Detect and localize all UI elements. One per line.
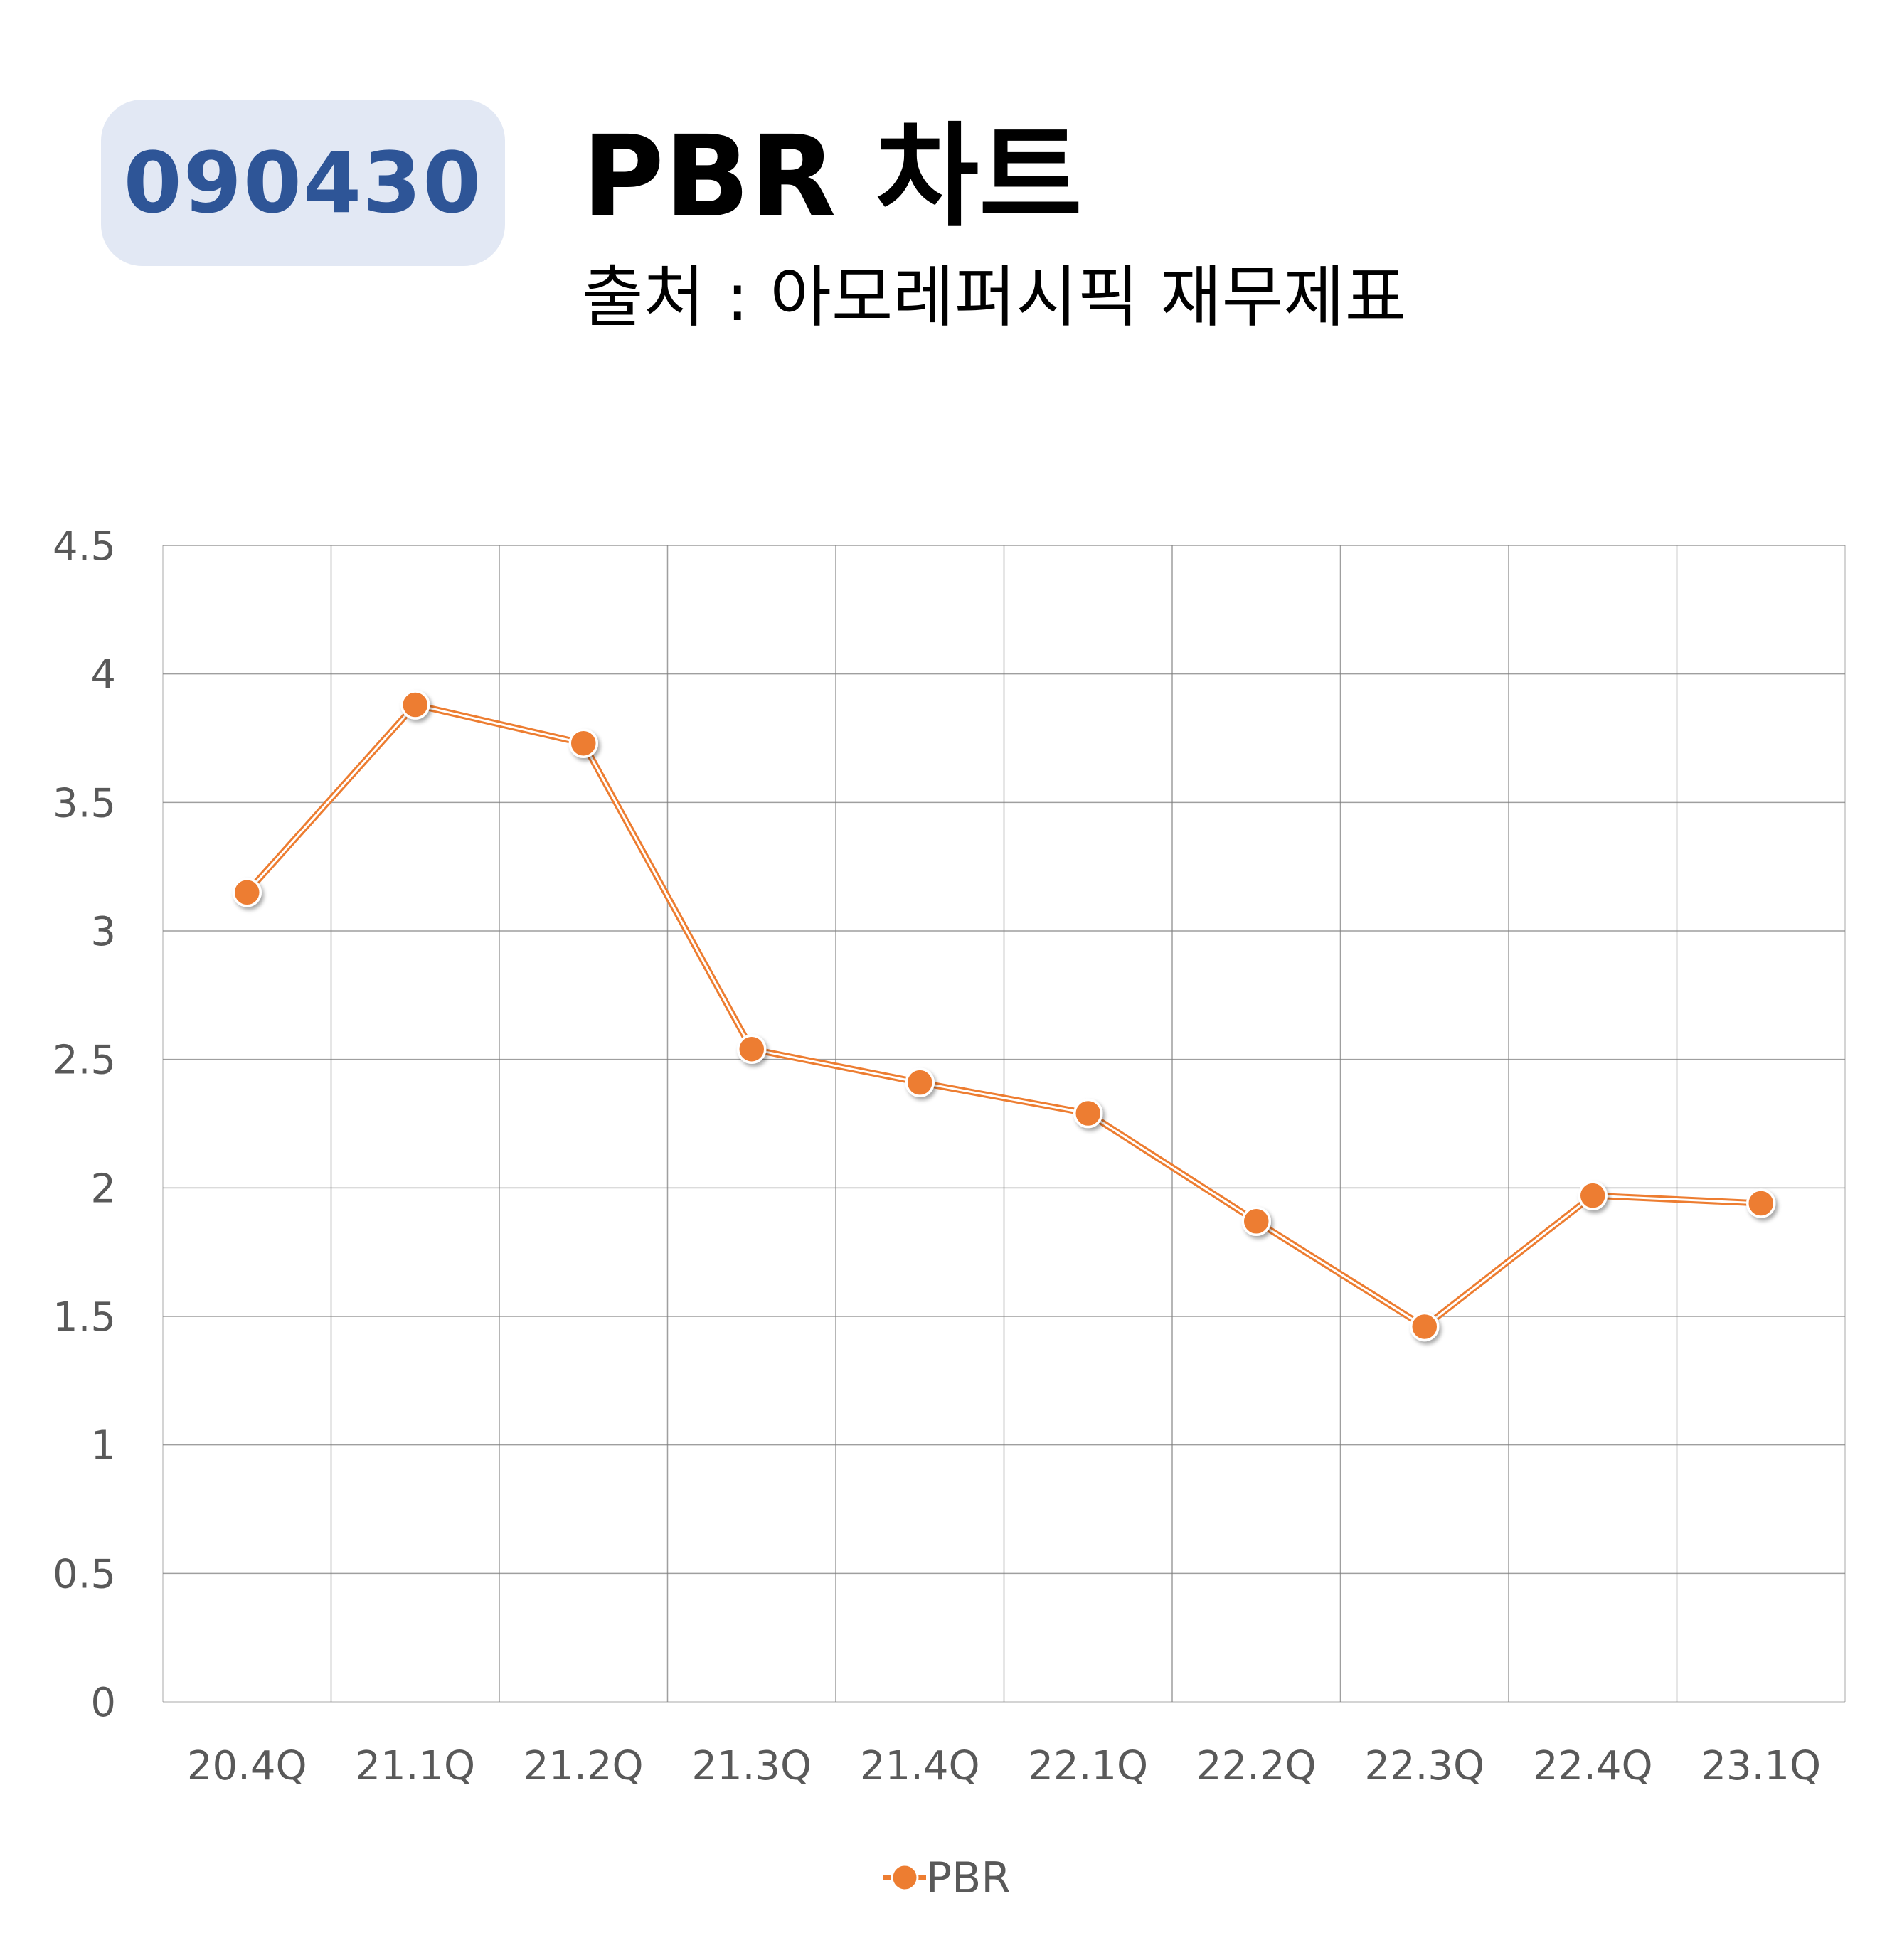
y-tick-label: 4 [90, 652, 116, 698]
data-point [1410, 1311, 1440, 1342]
page-title: PBR 차트 [582, 112, 1083, 243]
y-tick-label: 1.5 [53, 1294, 116, 1341]
y-tick-label: 0 [90, 1680, 116, 1726]
x-tick-label: 22.3Q [1364, 1743, 1484, 1789]
y-tick-label: 0.5 [53, 1551, 116, 1597]
data-point [737, 1034, 767, 1064]
data-point [232, 878, 262, 907]
y-tick-label: 4.5 [53, 523, 116, 570]
data-point [568, 728, 598, 758]
x-tick-label: 22.1Q [1028, 1743, 1148, 1789]
chart-grid [162, 545, 1846, 1703]
data-point [1746, 1188, 1776, 1218]
x-tick-label: 22.4Q [1533, 1743, 1653, 1789]
y-tick-label: 2 [90, 1166, 116, 1212]
page-subtitle: 출처 : 아모레퍼시픽 재무제표 [582, 259, 1407, 336]
x-tick-label: 21.1Q [355, 1743, 475, 1789]
y-axis: 0 0.5 1 1.5 2 2.5 3 3.5 4 4.5 [53, 523, 116, 1726]
stock-code: 090430 [123, 134, 483, 232]
x-tick-label: 20.4Q [187, 1743, 307, 1789]
series-line-core [246, 703, 1761, 1328]
stock-code-badge: 090430 [101, 100, 505, 266]
y-tick-label: 3.5 [53, 780, 116, 826]
y-tick-label: 3 [90, 909, 116, 955]
data-point [905, 1067, 935, 1097]
legend-label: PBR [926, 1853, 1011, 1903]
y-tick-label: 1 [90, 1423, 116, 1469]
x-tick-label: 21.4Q [860, 1743, 980, 1789]
legend: PBR [883, 1853, 1011, 1903]
y-tick-label: 2.5 [53, 1038, 116, 1084]
x-axis: 20.4Q 21.1Q 21.2Q 21.3Q 21.4Q 22.1Q 22.2Q 22.3Q… [187, 1743, 1821, 1789]
data-point [1578, 1181, 1608, 1210]
data-point [1241, 1206, 1271, 1237]
x-tick-label: 21.2Q [524, 1743, 644, 1789]
legend-marker [891, 1863, 919, 1892]
data-point [1073, 1098, 1103, 1129]
x-tick-label: 21.3Q [691, 1743, 812, 1789]
x-tick-label: 22.2Q [1196, 1743, 1317, 1789]
data-point [400, 690, 430, 720]
series-pbr [232, 690, 1776, 1342]
x-tick-label: 23.1Q [1701, 1743, 1821, 1789]
